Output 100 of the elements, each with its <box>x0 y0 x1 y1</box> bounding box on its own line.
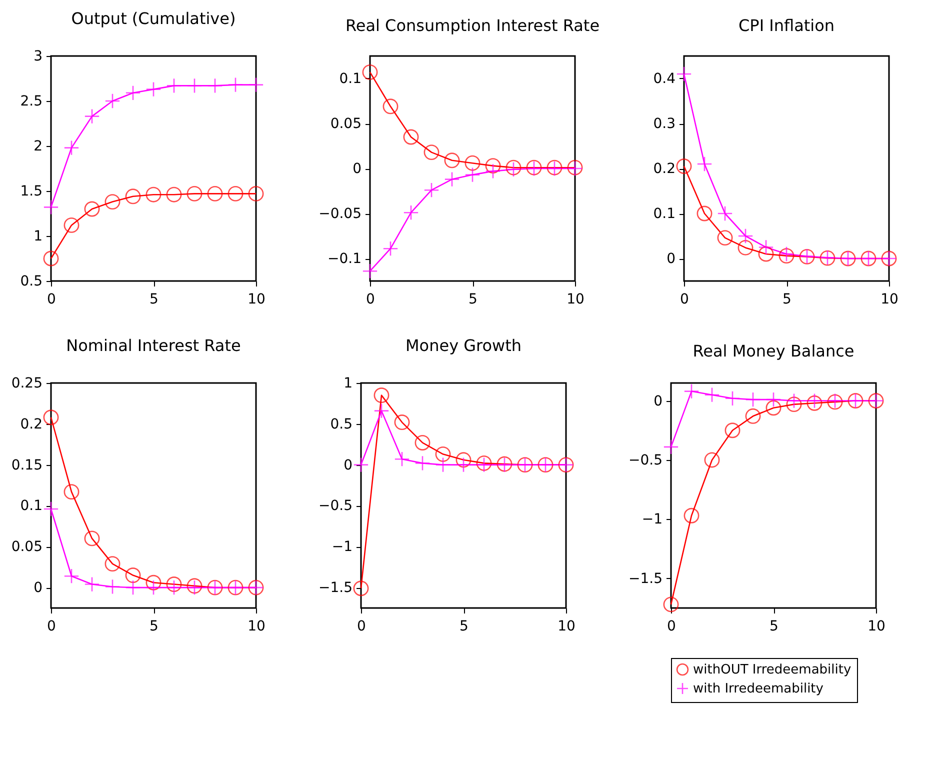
point <box>64 140 80 156</box>
point <box>166 580 182 596</box>
point <box>248 77 264 93</box>
point <box>403 204 419 220</box>
y-tick-label: −1.5 <box>318 580 352 596</box>
point <box>104 93 120 109</box>
y-tick-label: 0.3 <box>653 116 676 132</box>
point <box>382 98 398 114</box>
chart-title: CPI Inflation <box>738 16 835 35</box>
y-tick-label: 1 <box>344 376 352 392</box>
point <box>424 182 440 198</box>
point <box>766 392 782 408</box>
point <box>444 172 460 188</box>
x-tick-label: 0 <box>680 292 689 308</box>
point <box>43 199 59 215</box>
y-tick-label: 0.5 <box>330 416 352 432</box>
y-tick-label: 0.25 <box>11 376 42 392</box>
point <box>724 390 740 406</box>
point <box>676 66 692 82</box>
x-tick-label: 10 <box>566 292 584 308</box>
point <box>745 408 761 424</box>
point <box>362 263 378 279</box>
point <box>146 186 162 202</box>
point <box>374 403 390 419</box>
y-tick-label: −1.5 <box>628 570 662 587</box>
y-tick-label: −0.1 <box>328 251 362 267</box>
point <box>738 240 754 256</box>
y-tick-label: 1.5 <box>20 184 42 200</box>
point <box>435 457 451 473</box>
point <box>786 396 802 412</box>
point <box>684 384 700 400</box>
point <box>374 388 390 403</box>
point <box>248 186 264 202</box>
y-tick-label: 0.2 <box>653 161 676 177</box>
point <box>424 144 440 160</box>
point <box>414 455 430 471</box>
x-tick-label: 5 <box>150 292 158 308</box>
y-tick-label: 2 <box>34 138 42 154</box>
point <box>745 392 761 408</box>
point <box>84 530 100 546</box>
point <box>43 410 59 426</box>
y-tick-label: 0.1 <box>339 71 362 87</box>
point <box>353 457 369 473</box>
y-tick-label: 0 <box>344 457 352 474</box>
point <box>104 194 120 210</box>
point <box>186 78 202 94</box>
y-tick-label: −0.5 <box>318 498 352 514</box>
point <box>64 217 80 233</box>
x-tick-label: 0 <box>47 618 56 634</box>
y-tick-label: 0.15 <box>11 457 42 474</box>
point <box>362 64 378 80</box>
point <box>125 188 141 204</box>
chart-title: Nominal Interest Rate <box>66 336 241 355</box>
point <box>738 228 754 244</box>
x-tick-label: 5 <box>782 292 792 308</box>
y-tick-label: 0.1 <box>653 206 676 222</box>
x-tick-label: 10 <box>558 618 576 634</box>
point <box>464 155 480 171</box>
point <box>166 186 182 202</box>
point <box>786 393 802 408</box>
point <box>717 206 733 222</box>
point <box>146 574 162 590</box>
point <box>84 108 100 124</box>
point <box>704 452 720 468</box>
legend-label: withOUT Irredeemability <box>693 662 852 678</box>
point <box>464 167 480 183</box>
y-tick-label: −1 <box>642 512 662 528</box>
y-tick-label: −1 <box>332 539 352 556</box>
point <box>435 446 451 462</box>
point <box>228 77 244 93</box>
point <box>166 576 182 592</box>
point <box>186 186 202 202</box>
point <box>84 201 100 217</box>
point <box>696 206 712 222</box>
point <box>64 568 80 584</box>
point <box>207 186 223 202</box>
chart-title: Real Money Balance <box>692 342 854 361</box>
x-tick-label: 10 <box>880 292 898 308</box>
y-tick-label: 2.5 <box>20 94 42 110</box>
point <box>766 400 782 416</box>
chart-title: Output (Cumulative) <box>71 9 236 28</box>
y-tick-label: −0.5 <box>628 452 662 468</box>
x-tick-label: 10 <box>248 618 266 634</box>
point <box>64 484 80 500</box>
point <box>663 439 679 455</box>
point <box>104 556 120 572</box>
y-tick-label: 0 <box>34 580 42 596</box>
x-tick-label: 5 <box>770 618 778 634</box>
point <box>704 387 720 403</box>
point <box>166 78 182 94</box>
x-tick-label: 5 <box>468 292 478 308</box>
y-tick-label: 0.05 <box>330 116 362 132</box>
x-tick-label: 10 <box>248 292 266 308</box>
y-tick-label: 0.1 <box>20 498 42 514</box>
y-tick-label: 0.05 <box>11 539 42 556</box>
point <box>104 579 120 594</box>
y-tick-label: 0 <box>654 393 662 410</box>
point <box>717 230 733 246</box>
point <box>228 186 244 202</box>
point <box>684 508 700 524</box>
